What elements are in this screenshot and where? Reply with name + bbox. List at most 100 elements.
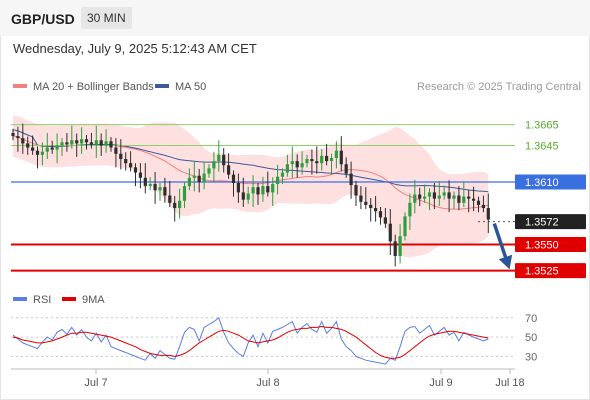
rsi-legend-swatch bbox=[13, 297, 27, 301]
level-tag-text: 1.3610 bbox=[525, 177, 559, 189]
candle-body bbox=[472, 198, 476, 201]
candle-body bbox=[84, 139, 89, 143]
candle-body bbox=[256, 187, 260, 195]
research-credit: Research © 2025 Trading Central bbox=[417, 81, 581, 93]
candle-body bbox=[227, 165, 231, 175]
x-tick-label: Jul 8 bbox=[256, 377, 279, 389]
candle-body bbox=[374, 208, 378, 212]
candle-body bbox=[452, 195, 456, 199]
candle-body bbox=[158, 187, 162, 191]
candle-body bbox=[182, 186, 187, 201]
candle-body bbox=[315, 161, 319, 164]
candle-body bbox=[276, 176, 280, 185]
candle-body bbox=[197, 175, 201, 182]
rsi-series-rsi bbox=[12, 316, 489, 365]
candle-body bbox=[339, 150, 343, 165]
candle-body bbox=[173, 202, 177, 209]
candle-body bbox=[133, 167, 138, 173]
candle-body bbox=[202, 173, 206, 182]
candle-body bbox=[251, 187, 255, 194]
candle-body bbox=[467, 196, 471, 199]
level-tag-text: 1.3572 bbox=[525, 217, 559, 229]
candle-body bbox=[246, 193, 250, 200]
candle-body bbox=[344, 164, 348, 174]
level-tag-1.3610 bbox=[515, 174, 586, 190]
candle-body bbox=[320, 155, 324, 164]
candle-body bbox=[138, 172, 142, 178]
candle-body bbox=[266, 186, 270, 193]
candle-body bbox=[408, 202, 412, 217]
candle-body bbox=[217, 154, 221, 162]
candle-body bbox=[280, 172, 285, 177]
candle-body bbox=[290, 161, 294, 165]
candle-body bbox=[310, 159, 314, 162]
candle-body bbox=[413, 194, 417, 203]
candle-body bbox=[21, 138, 25, 144]
candle-body bbox=[432, 192, 436, 199]
x-tick-label: Jul 9 bbox=[429, 377, 452, 389]
candle-body bbox=[457, 195, 461, 203]
bollinger-band bbox=[13, 115, 489, 258]
rsi-series-9ma bbox=[12, 325, 489, 359]
candle-body bbox=[383, 217, 387, 224]
candle-body bbox=[35, 150, 40, 155]
x-tick-label: Jul 7 bbox=[84, 377, 107, 389]
candle-body bbox=[222, 154, 226, 166]
candle-body bbox=[486, 208, 490, 220]
rsi-tick-label: 30 bbox=[525, 351, 537, 363]
candle-body bbox=[442, 192, 446, 196]
ma20-legend-swatch bbox=[13, 84, 27, 88]
candle-body bbox=[192, 175, 196, 178]
candle-body bbox=[119, 153, 123, 160]
level-tag-text: 1.3665 bbox=[525, 120, 559, 132]
candle-body bbox=[124, 159, 128, 164]
candle-body bbox=[143, 177, 147, 187]
candle-body bbox=[60, 142, 64, 146]
ma50-legend-label: MA 50 bbox=[175, 81, 206, 93]
candle-body bbox=[50, 147, 54, 150]
candle-body bbox=[11, 132, 15, 137]
candle-body bbox=[261, 186, 265, 195]
candle-body bbox=[104, 141, 108, 146]
candle-body bbox=[55, 145, 59, 150]
level-tag-1.3525 bbox=[515, 263, 586, 279]
candle-body bbox=[427, 192, 432, 197]
candle-body bbox=[388, 223, 392, 242]
candle-body bbox=[70, 140, 74, 145]
candle-body bbox=[403, 216, 407, 237]
candle-body bbox=[40, 151, 44, 155]
candle-body bbox=[241, 192, 245, 200]
ma50-line bbox=[12, 129, 489, 193]
timeframe-button[interactable]: 30 MIN bbox=[81, 7, 132, 29]
candle-body bbox=[45, 147, 49, 152]
candle-body bbox=[334, 150, 338, 158]
candle-body bbox=[329, 157, 334, 162]
candle-body bbox=[462, 196, 466, 203]
level-tag-text: 1.3645 bbox=[525, 140, 559, 152]
candle-body bbox=[178, 200, 182, 209]
candle-body bbox=[16, 136, 20, 139]
candle-body bbox=[148, 184, 152, 187]
candle-body bbox=[354, 185, 358, 196]
candle-body bbox=[393, 241, 397, 257]
candle-body bbox=[359, 195, 363, 202]
candle-body bbox=[129, 163, 133, 168]
candle-body bbox=[236, 183, 240, 193]
candle-body bbox=[378, 211, 383, 218]
candle-body bbox=[168, 195, 172, 203]
level-tag-1.3550 bbox=[515, 237, 586, 253]
level-tag-text: 1.3550 bbox=[525, 240, 559, 252]
candle-body bbox=[398, 236, 402, 257]
candle-body bbox=[481, 204, 485, 209]
candle-body bbox=[447, 192, 451, 199]
candle-body bbox=[285, 164, 289, 173]
rsi-legend-label: RSI bbox=[33, 294, 51, 306]
candle-body bbox=[163, 187, 167, 196]
candle-body bbox=[89, 142, 93, 145]
candle-body bbox=[80, 139, 84, 144]
symbol-label: GBP/USD bbox=[11, 11, 75, 27]
ma50-legend-swatch bbox=[155, 84, 169, 88]
ma9-legend-label: 9MA bbox=[82, 294, 105, 306]
candle-body bbox=[207, 168, 211, 174]
